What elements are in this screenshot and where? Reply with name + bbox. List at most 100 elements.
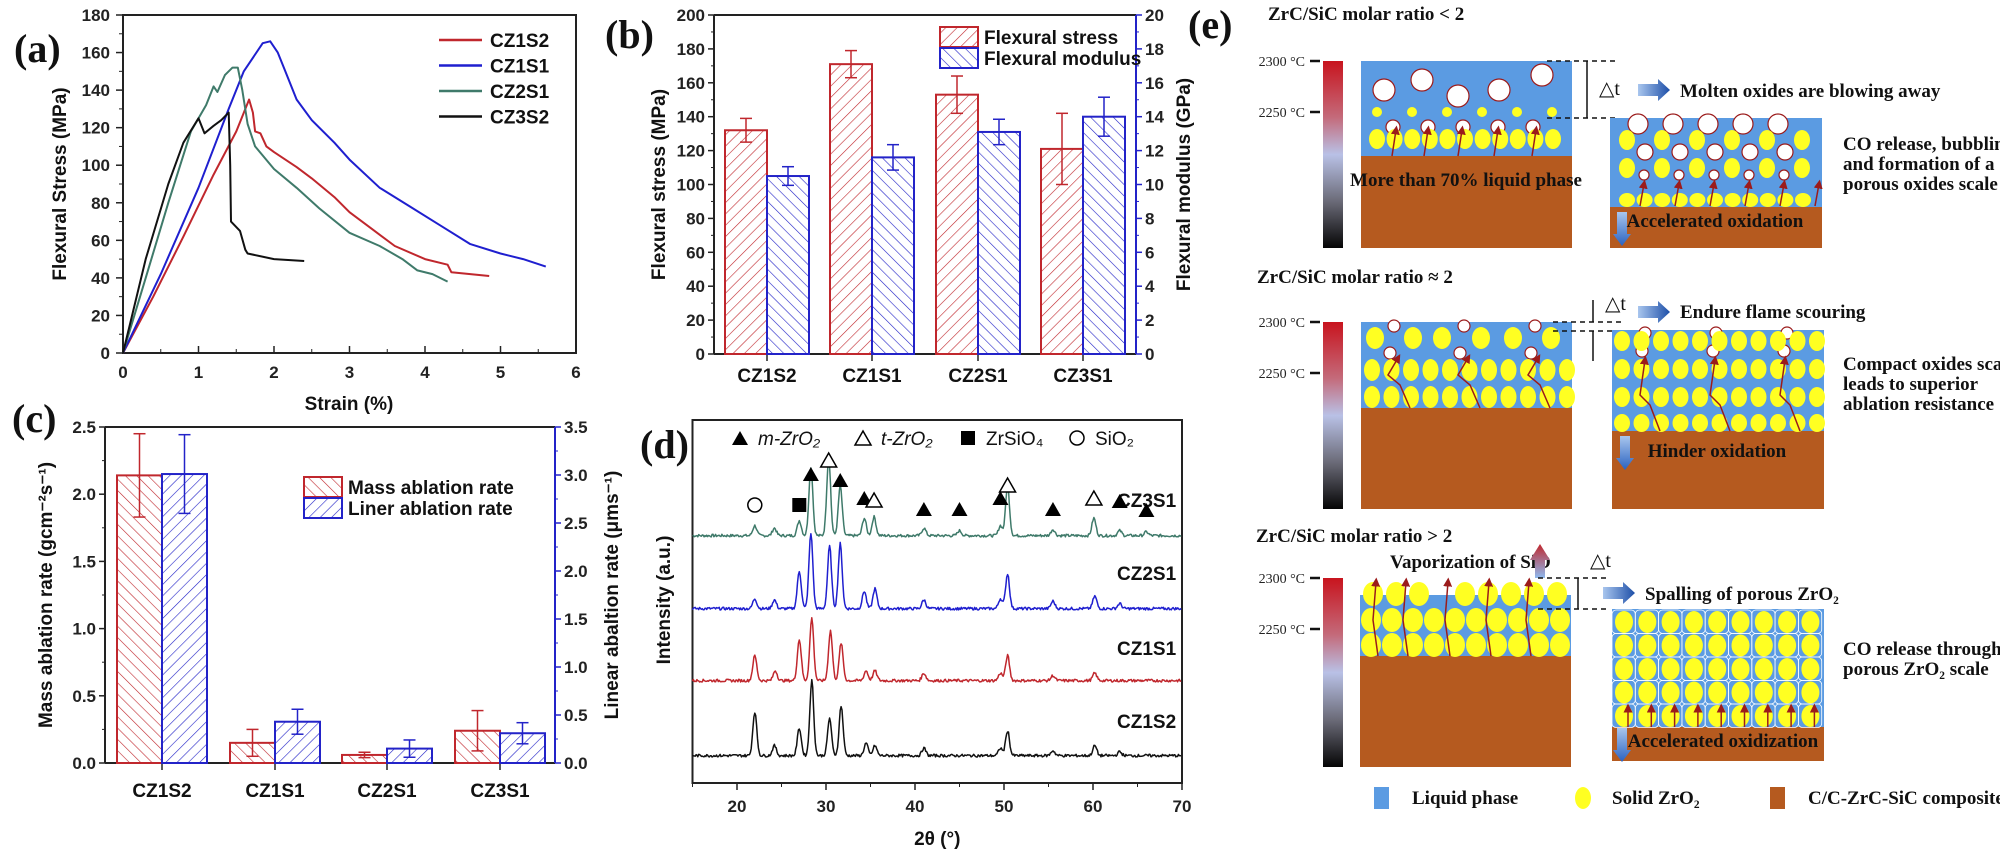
zro2-grain [1711, 414, 1728, 432]
zro2-grain [1770, 387, 1786, 407]
y-tick-label: 160 [677, 74, 705, 93]
zro2-grain [1692, 331, 1708, 351]
legend-label: t-ZrO₂ [881, 429, 933, 450]
zro2-grain [1754, 611, 1773, 633]
zro2-grain [1801, 658, 1820, 680]
zro2-grain [1692, 359, 1708, 379]
zro2-grain [1539, 359, 1556, 381]
zro2-grain [1724, 193, 1741, 207]
y-tick-label: 0.5 [72, 687, 96, 706]
zro2-grain [1382, 633, 1402, 657]
gas-flow-arrow [1443, 577, 1453, 657]
zro2-grain [1445, 608, 1465, 632]
zro2-grain [1794, 130, 1810, 150]
zro2-grain [1654, 130, 1670, 150]
gas-flow-arrow [1778, 179, 1788, 207]
gas-flow-arrow [1484, 577, 1494, 657]
scenario-title: ZrC/SiC molar ratio < 2 [1268, 4, 1464, 25]
bar-flexural-modulus-cz2s1 [977, 130, 1021, 355]
block-text: Accelerated oxidation [1627, 211, 1804, 232]
zro2-grain [1633, 414, 1650, 432]
y2-tick-label: 3.5 [564, 418, 588, 437]
series-line-cz2s1 [122, 66, 449, 354]
zro2-grain [1654, 158, 1670, 178]
legend-label: CZ2S1 [490, 82, 550, 103]
zro2-grain [1707, 193, 1723, 207]
legend-swatch [303, 497, 343, 519]
filled-triangle-marker [1111, 494, 1128, 508]
gas-bubble [1530, 63, 1554, 87]
zro2-grain [1466, 608, 1486, 632]
filled-triangle-marker [915, 502, 932, 516]
gas-flow-arrow [1492, 125, 1502, 157]
zro2-grain [1661, 634, 1680, 657]
zro2-grain [1501, 582, 1521, 606]
down-arrow-icon [1613, 728, 1631, 762]
zro2-grain [1801, 634, 1820, 657]
open-triangle-marker [864, 491, 884, 508]
zro2-grain [1520, 386, 1536, 408]
filled-square-marker [792, 498, 807, 512]
legend-label: Flexural stress [984, 28, 1118, 49]
gas-flow-arrow [1813, 179, 1823, 207]
zro2-grain [1789, 359, 1806, 379]
plot-frame [691, 419, 1183, 784]
y-axis-label: Mass ablation rate (gcm⁻²s⁻¹) [36, 462, 57, 728]
zro2-grain [1689, 158, 1705, 178]
x-tick-label: 6 [571, 363, 580, 382]
zro2-grain [1708, 658, 1727, 680]
process-arrow-icon [1638, 79, 1670, 101]
zro2-grain [1809, 387, 1825, 407]
gas-bubble [1741, 143, 1759, 161]
zro2-grain [1770, 414, 1786, 432]
zro2-grain [1731, 359, 1747, 379]
y2-tick-label: 2.0 [564, 562, 588, 581]
block-text: Accelerated oxidization [1628, 731, 1819, 752]
y-tick-label: 0 [696, 345, 705, 364]
zro2-grain [1801, 705, 1820, 727]
side-description: porous ZrO₂ scale [1843, 659, 1989, 680]
zro2-grain [1383, 386, 1400, 408]
side-description: Compact oxides scale [1843, 354, 2000, 375]
zro2-grain [1750, 331, 1767, 351]
y-tick-label: 20 [686, 311, 705, 330]
zro2-grain [1731, 611, 1750, 633]
x-tick-label: 20 [728, 797, 747, 816]
gas-bubble [1767, 113, 1789, 135]
zro2-grain [1711, 387, 1728, 407]
zro2-grain [1672, 414, 1689, 432]
zro2-grain [1442, 386, 1458, 408]
zro2-grain [1559, 386, 1575, 408]
zro2-grain [1382, 608, 1402, 632]
zro2-grain [1542, 327, 1560, 349]
legend-label: CZ1S1 [490, 57, 550, 78]
zro2-grain [1474, 129, 1491, 149]
temp-label-low: 2250 °C [1259, 106, 1305, 121]
liquid-phase-layer [1610, 118, 1822, 207]
gas-bubble [1410, 68, 1434, 92]
zro2-grain [1638, 705, 1657, 727]
y2-tick-label: 3.0 [564, 466, 588, 485]
zro2-grain [1754, 705, 1773, 727]
gas-bubble [1528, 319, 1542, 333]
zro2-grain [1778, 634, 1797, 657]
zro2-grain [1366, 327, 1384, 349]
zro2-grain [1653, 331, 1669, 351]
zro2-grain [1487, 608, 1507, 632]
zro2-grain [1731, 658, 1750, 680]
open-triangle-marker [998, 476, 1017, 493]
panel-d-xrd-chart: 20 30 40 50 60 70 2θ (°) Intensity (a.u.) (d) CZ3… [640, 419, 1191, 850]
composite-substrate [1361, 408, 1572, 509]
zro2-grain [1466, 633, 1486, 657]
zro2-grain [1731, 414, 1747, 432]
gas-bubble [1383, 346, 1397, 360]
bar-flexural-modulus-cz1s1 [871, 156, 915, 355]
legend-open-circle-icon [1069, 430, 1085, 446]
gas-flow-arrow [1401, 577, 1411, 657]
legend-label: SiO₂ [1095, 429, 1134, 450]
x-tick-label: 1 [194, 363, 203, 382]
zro2-grain [1801, 681, 1820, 704]
zro2-grain [1724, 158, 1740, 178]
zro2-grain [1386, 582, 1406, 606]
